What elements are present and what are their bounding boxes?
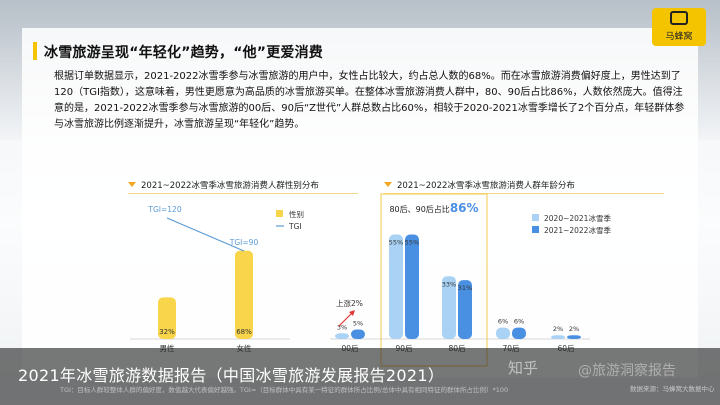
tgi-footnote: TGI：目标人群较整体人群的偏好度，数值越大代表偏好越强。TGI=（目标群体中具… [60, 386, 509, 394]
legend-label-gender: 性别 [289, 209, 304, 219]
age-bar-value-4-1: 2% [569, 325, 579, 333]
age-title-underline [384, 193, 664, 194]
age-bar-0-0 [335, 333, 349, 339]
age-bar-value-2-0: 33% [442, 280, 456, 288]
bottom-banner [0, 348, 720, 405]
age-bar-value-0-1: 5% [353, 320, 363, 328]
gender-bar-value-1: 68% [236, 328, 252, 336]
tgi-label-1: TGI=90 [229, 238, 259, 247]
age-bar-2-0 [442, 276, 456, 339]
body-paragraph: 根据订单数据显示，2021-2022冰雪季参与冰雪旅游的用户中，女性占比较大，约… [54, 71, 685, 130]
age-bar-1-0 [389, 234, 403, 339]
watermark-site: 知乎 [508, 359, 539, 377]
gender-bar-1 [235, 250, 253, 339]
age-legend-swatch-1 [532, 226, 539, 233]
page-title: 冰雪旅游呈现“年轻化”趋势，“他”更爱消费 [44, 45, 324, 61]
logo-text: 马蜂窝 [665, 32, 693, 42]
gender-bar-value-0: 32% [159, 328, 175, 336]
logo-mark-icon [670, 11, 688, 25]
age-bar-4-1 [567, 335, 581, 339]
rise-arrow-head [349, 310, 355, 316]
age-bar-3-1 [512, 327, 526, 339]
age-bar-value-3-0: 6% [498, 318, 508, 326]
gender-title-underline [128, 193, 358, 194]
rise-annotation: 上涨2% [336, 298, 363, 308]
highlight-value: 86% [450, 201, 479, 215]
age-legend-swatch-0 [532, 214, 539, 221]
tgi-label-0: TGI=120 [147, 205, 181, 214]
mafengwo-logo-icon [652, 8, 706, 46]
gender-chart-title-text: 2021~2022冰雪季冰雪旅游消费人群性别分布 [141, 181, 319, 191]
age-bar-value-2-1: 31% [458, 284, 472, 292]
age-bar-4-0 [551, 335, 565, 339]
age-bar-value-3-1: 6% [514, 318, 524, 326]
triangle-icon [384, 182, 392, 187]
rise-arrow-line [338, 311, 354, 327]
age-legend-label-0: 2020~2021冰雪季 [544, 213, 611, 223]
banner-title: 2021年冰雪旅游数据报告（中国冰雪旅游发展报告2021） [18, 366, 445, 385]
age-legend-label-1: 2021~2022冰雪季 [544, 225, 611, 235]
age-bar-0-1 [351, 329, 365, 339]
gender-chart-title: 2021~2022冰雪季冰雪旅游消费人群性别分布 [128, 179, 319, 191]
age-bar-value-4-0: 2% [553, 325, 563, 333]
content-card [22, 28, 698, 378]
legend-label-tgi: TGI [288, 222, 302, 231]
tgi-line [166, 217, 245, 252]
highlight-prefix: 80后、90后占比 [389, 204, 449, 214]
age-bar-value-1-0: 55% [389, 239, 403, 247]
age-chart-title-text: 2021~2022冰雪季冰雪旅游消费人群年龄分布 [397, 181, 575, 191]
age-chart-title: 2021~2022冰雪季冰雪旅游消费人群年龄分布 [384, 179, 575, 191]
age-bar-value-1-1: 55% [405, 239, 419, 247]
age-bar-3-0 [496, 327, 510, 339]
data-source: 数据来源：马蜂窝大数据中心 [630, 385, 715, 393]
gender-bar-0 [158, 297, 176, 339]
title-accent-bar [33, 42, 37, 60]
age-bar-value-0-0: 3% [337, 323, 347, 331]
age-bar-2-1 [458, 280, 472, 339]
age-bar-1-1 [405, 234, 419, 339]
watermark-name: @旅游洞察报告 [578, 363, 676, 379]
highlight-annotation: 80后、90后占比86% [389, 201, 478, 215]
triangle-icon [128, 182, 136, 187]
legend-swatch-gender [276, 210, 283, 217]
